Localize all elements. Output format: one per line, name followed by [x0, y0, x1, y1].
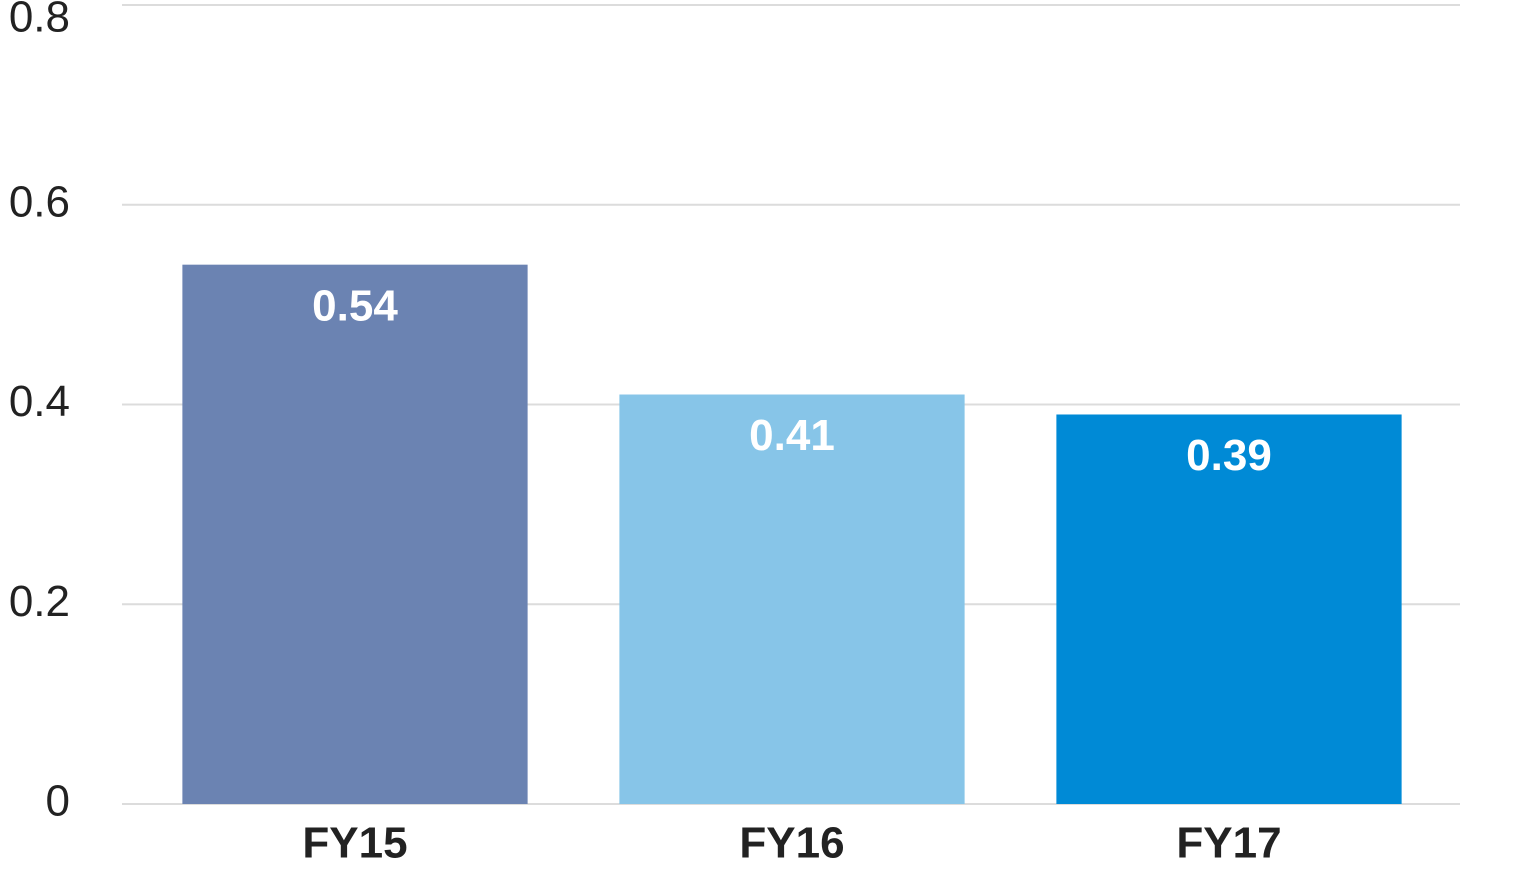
data-label: 0.39 — [1186, 431, 1272, 480]
y-tick-label: 0.4 — [9, 377, 70, 426]
x-tick-label: FY16 — [739, 819, 844, 868]
bar — [1056, 414, 1402, 804]
y-tick-label: 0.6 — [9, 177, 70, 226]
y-tick-label: 0.8 — [9, 0, 70, 42]
bar — [182, 264, 528, 804]
x-tick-label: FY17 — [1176, 819, 1281, 868]
y-tick-label: 0 — [46, 777, 70, 826]
y-tick-label: 0.2 — [9, 577, 70, 626]
data-label: 0.54 — [312, 281, 398, 330]
data-label: 0.41 — [749, 411, 835, 460]
bar — [619, 394, 965, 804]
x-tick-label: FY15 — [302, 819, 407, 868]
